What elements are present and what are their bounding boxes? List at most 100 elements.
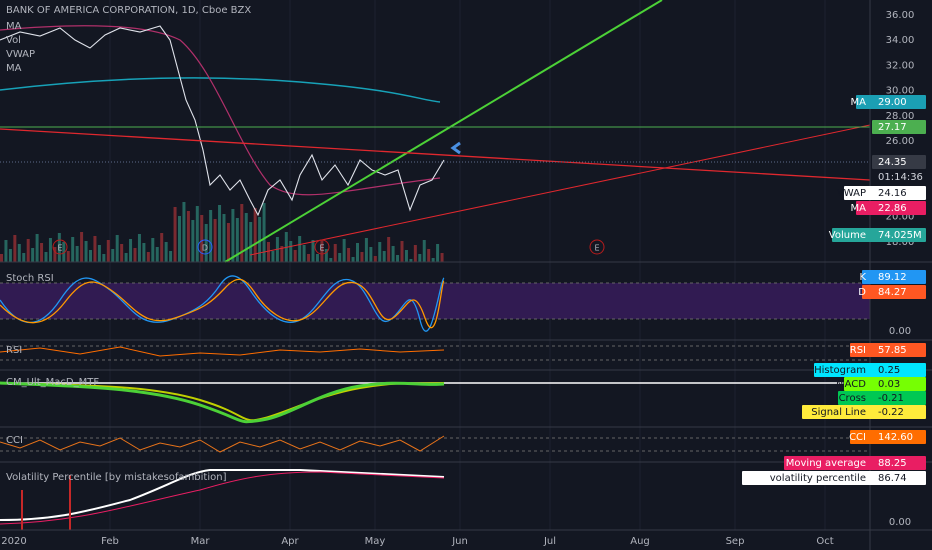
volume-bar [146,252,150,262]
event-marker [197,239,213,255]
event-marker [589,239,605,255]
volume-bar [409,259,413,262]
badge-value: 27.17 [878,122,907,133]
volume-bar [89,250,92,262]
volume-bar [48,238,52,262]
badge-value: 22.86 [878,203,907,214]
volume-bar [173,207,177,262]
event-label: D [202,244,208,253]
volume-bar [404,250,408,262]
volume-bar [4,240,8,262]
volume-bars [0,202,444,262]
volume-bar [62,242,66,262]
badge-value: 84.27 [878,287,907,298]
badge-label: volatility percentile [770,473,866,484]
time-tick: Sep [726,536,745,547]
volume-bar [0,254,3,262]
badge [872,170,926,184]
stoch-k [0,275,445,332]
badge-value: 29.00 [878,97,907,108]
badge [856,95,926,109]
volume-bar [195,206,199,262]
volume-bar [57,233,61,262]
volume-bar [320,240,324,262]
volume-bar [436,244,440,262]
volume-bar [413,245,417,262]
volume-bar [26,239,30,262]
volume-bar [333,244,337,262]
volume-bar [360,252,364,262]
volume-bar [8,249,12,262]
volume-bar [53,247,57,262]
volume-bar [164,242,168,262]
volume-bar [178,216,181,262]
volume-bar [311,240,315,262]
event-label: E [319,244,324,253]
volume-bar [271,251,275,262]
badge-value: 24.35 [878,157,907,168]
volume-bar [258,217,262,262]
volatility-line [0,469,445,521]
badge [832,228,926,242]
badge-label: D [858,287,866,298]
trendline-red-2 [249,124,871,256]
badge-value: 74.025M [878,230,922,241]
volume-bar [298,236,302,262]
badge [862,285,926,299]
volume-bar [204,224,208,262]
badge [862,270,926,284]
badge-label: MA [851,97,867,108]
macd-line [0,381,445,424]
volume-bar [80,232,84,262]
volume-bar [387,237,391,262]
panel-axis-tick: 0.00 [889,517,911,528]
badge-value: 0.03 [878,379,900,390]
volume-bar [431,258,435,262]
volume-bar [22,253,26,262]
ma-short [0,25,441,196]
price-tick: 30.00 [886,86,915,97]
volume-bar [396,255,400,262]
volume-bar [231,209,235,262]
badge [844,186,926,200]
price-line [0,25,445,217]
volume-bar [160,233,164,262]
stoch-d [0,278,445,329]
volume-bar [200,215,204,262]
volume-bar [329,258,333,262]
badge-value: 24.16 [878,188,907,199]
panel-title: CCI [6,435,23,446]
price-tick: 36.00 [886,10,915,21]
volume-bar [262,203,266,262]
badge-label: MACD [836,379,866,390]
badge-label: Signal Line [811,407,866,418]
event-marker [314,239,330,255]
volume-bar [213,219,217,262]
price-tick: 20.00 [886,212,915,223]
volume-bar [111,249,115,262]
time-tick: Mar [191,536,211,547]
volume-bar [169,251,173,262]
trendline-green [224,0,663,263]
price-tick: 18.00 [886,237,915,248]
volume-bar [133,248,137,262]
volume-bar [31,248,35,262]
time-tick: Feb [101,536,119,547]
volume-bar [356,243,359,262]
volume-bar [440,253,444,262]
cci-line [0,435,445,453]
volume-bar [102,254,106,262]
volume-bar [293,250,297,262]
volume-bar [364,238,368,262]
volume-bar [373,256,377,262]
volume-bar [302,245,306,262]
volume-bar [84,241,88,262]
volume-bar [249,222,253,262]
badge-value: 142.60 [878,432,913,443]
volume-bar [191,220,195,262]
ma-long [0,77,441,103]
badge-label: K [859,272,866,283]
volume-bar [17,244,21,262]
badge [742,471,926,485]
